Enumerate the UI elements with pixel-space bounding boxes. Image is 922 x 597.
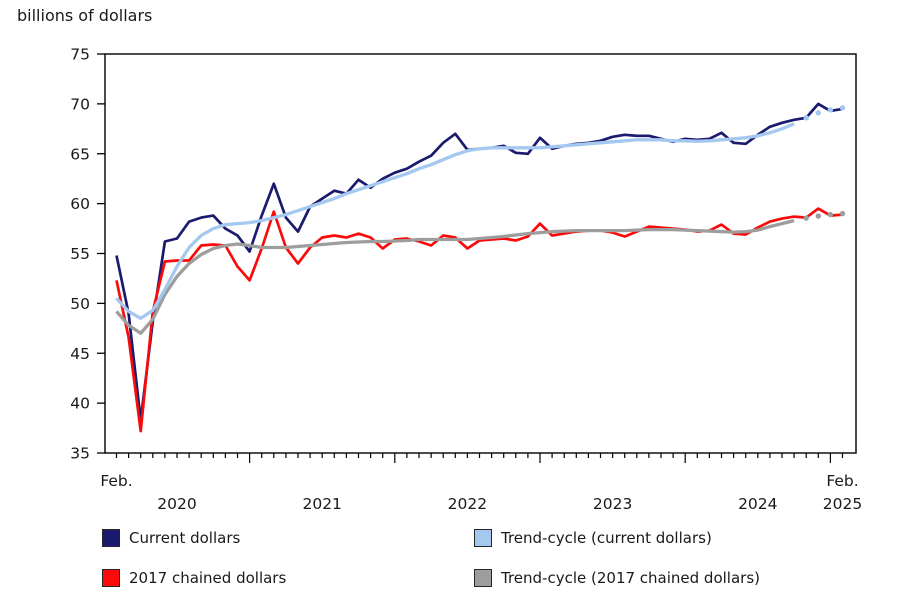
legend-label-trend-cycle-chained: Trend-cycle (2017 chained dollars) — [501, 569, 760, 587]
trend-dot-trend-cycle-chained — [839, 210, 846, 217]
trend-dot-trend-cycle-current — [827, 107, 834, 113]
x-axis-year-label: 2021 — [302, 495, 341, 513]
x-axis-year-label: 2022 — [448, 495, 487, 513]
x-axis-year-label: 2024 — [738, 495, 777, 513]
x-axis-label-feb-start: Feb. — [100, 472, 132, 490]
y-tick-label: 65 — [70, 145, 90, 163]
y-tick-label: 70 — [70, 95, 90, 113]
series-line-current-dollars — [115, 102, 843, 422]
trend-dot-trend-cycle-current — [815, 110, 821, 116]
x-axis-year-label: 2020 — [157, 495, 196, 513]
chart-title: billions of dollars — [17, 6, 153, 25]
chart-svg: 75 70 65 60 55 50 45 40 35 Feb. 2020 2021 2022 2023 20… — [70, 46, 862, 514]
legend-swatch-trend-cycle-chained — [474, 569, 492, 587]
series-line-trend-cycle-current — [115, 122, 795, 320]
legend-label-2017-chained-dollars: 2017 chained dollars — [129, 569, 287, 587]
legend-label-trend-cycle-current: Trend-cycle (current dollars) — [501, 529, 712, 547]
legend-item-trend-cycle-chained: Trend-cycle (2017 chained dollars) — [474, 569, 760, 587]
series-line-trend-cycle-chained — [115, 218, 795, 335]
series-line-chained-2017-dollars — [115, 207, 843, 433]
trend-dot-trend-cycle-chained — [827, 211, 834, 218]
y-tick-label: 35 — [70, 445, 90, 463]
legend-swatch-trend-cycle-current — [474, 529, 492, 547]
x-axis-label-feb-end: Feb. — [826, 472, 858, 490]
y-tick-label: 60 — [70, 195, 90, 213]
trend-dot-trend-cycle-current — [803, 115, 809, 121]
y-tick-label: 75 — [70, 46, 90, 64]
plot-border — [104, 53, 857, 454]
trend-dot-trend-cycle-chained — [815, 213, 821, 219]
y-tick-label: 40 — [70, 395, 90, 413]
legend-item-current-dollars: Current dollars — [102, 529, 240, 547]
legend-item-trend-cycle-current: Trend-cycle (current dollars) — [474, 529, 712, 547]
y-tick-label: 50 — [70, 295, 90, 313]
legend-swatch-2017-chained-dollars — [102, 569, 120, 587]
x-axis-year-label: 2023 — [593, 495, 632, 513]
y-tick-label: 45 — [70, 345, 90, 363]
trend-dot-trend-cycle-current — [839, 105, 846, 111]
legend-label-current-dollars: Current dollars — [129, 529, 241, 547]
trend-dot-trend-cycle-chained — [803, 215, 809, 221]
legend-swatch-current-dollars — [102, 529, 120, 547]
x-axis-label-year-end: 2025 — [823, 495, 862, 513]
legend-item-2017-chained-dollars: 2017 chained dollars — [102, 569, 286, 587]
y-tick-label: 55 — [70, 245, 90, 263]
